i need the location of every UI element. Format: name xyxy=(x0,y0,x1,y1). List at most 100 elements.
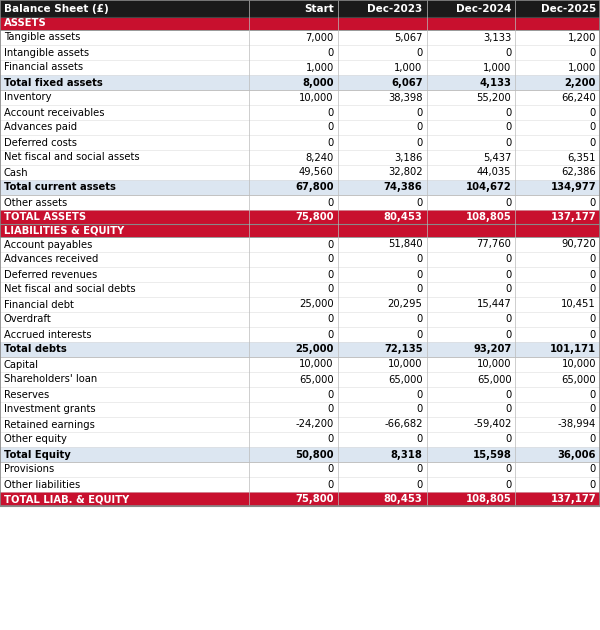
Text: 0: 0 xyxy=(416,479,422,490)
Text: -66,682: -66,682 xyxy=(384,420,422,430)
Text: 0: 0 xyxy=(505,389,511,399)
Bar xyxy=(0,195,600,210)
Text: 0: 0 xyxy=(505,255,511,265)
Text: 80,453: 80,453 xyxy=(384,494,422,504)
Text: 0: 0 xyxy=(590,404,596,415)
Text: 0: 0 xyxy=(328,404,334,415)
Text: Balance Sheet (£): Balance Sheet (£) xyxy=(4,4,109,13)
Text: 32,802: 32,802 xyxy=(388,168,422,178)
Bar xyxy=(0,312,600,327)
Text: 1,000: 1,000 xyxy=(483,62,511,72)
Text: Cash: Cash xyxy=(4,168,29,178)
Bar xyxy=(0,492,600,506)
Text: 20,295: 20,295 xyxy=(388,299,422,309)
Text: Other liabilities: Other liabilities xyxy=(4,479,80,490)
Text: 0: 0 xyxy=(590,479,596,490)
Text: Total debts: Total debts xyxy=(4,345,67,355)
Text: 93,207: 93,207 xyxy=(473,345,511,355)
Bar xyxy=(0,447,600,462)
Text: 3,186: 3,186 xyxy=(394,152,422,163)
Text: 0: 0 xyxy=(328,314,334,324)
Text: Inventory: Inventory xyxy=(4,93,52,103)
Text: 0: 0 xyxy=(416,197,422,207)
Text: 0: 0 xyxy=(328,270,334,280)
Text: 0: 0 xyxy=(416,389,422,399)
Text: 101,171: 101,171 xyxy=(550,345,596,355)
Text: 4,133: 4,133 xyxy=(479,77,511,88)
Bar xyxy=(0,0,600,17)
Bar xyxy=(0,210,600,224)
Text: 0: 0 xyxy=(505,47,511,57)
Text: Provisions: Provisions xyxy=(4,464,54,474)
Bar xyxy=(0,252,600,267)
Text: 0: 0 xyxy=(416,314,422,324)
Text: 8,240: 8,240 xyxy=(305,152,334,163)
Text: Start: Start xyxy=(304,4,334,13)
Text: 65,000: 65,000 xyxy=(477,374,511,384)
Text: 0: 0 xyxy=(590,137,596,147)
Text: 1,000: 1,000 xyxy=(305,62,334,72)
Text: 80,453: 80,453 xyxy=(384,212,422,222)
Text: Dec-2023: Dec-2023 xyxy=(367,4,422,13)
Text: 65,000: 65,000 xyxy=(388,374,422,384)
Bar xyxy=(0,75,600,90)
Text: 0: 0 xyxy=(590,314,596,324)
Text: Retained earnings: Retained earnings xyxy=(4,420,95,430)
Text: 0: 0 xyxy=(416,47,422,57)
Text: 74,386: 74,386 xyxy=(384,183,422,193)
Bar xyxy=(0,60,600,75)
Text: 0: 0 xyxy=(505,404,511,415)
Bar xyxy=(0,135,600,150)
Text: 0: 0 xyxy=(416,464,422,474)
Text: Dec-2024: Dec-2024 xyxy=(456,4,511,13)
Text: 10,451: 10,451 xyxy=(561,299,596,309)
Bar xyxy=(0,165,600,180)
Text: Shareholders' loan: Shareholders' loan xyxy=(4,374,97,384)
Text: 0: 0 xyxy=(590,329,596,340)
Text: 15,447: 15,447 xyxy=(476,299,511,309)
Text: 0: 0 xyxy=(505,137,511,147)
Bar xyxy=(0,282,600,297)
Text: 67,800: 67,800 xyxy=(295,183,334,193)
Bar xyxy=(0,90,600,105)
Text: 0: 0 xyxy=(328,255,334,265)
Text: 0: 0 xyxy=(328,389,334,399)
Text: 0: 0 xyxy=(416,285,422,294)
Text: Net fiscal and social debts: Net fiscal and social debts xyxy=(4,285,136,294)
Bar xyxy=(0,342,600,357)
Bar xyxy=(0,45,600,60)
Text: 1,000: 1,000 xyxy=(568,62,596,72)
Text: 0: 0 xyxy=(328,197,334,207)
Text: 0: 0 xyxy=(328,239,334,249)
Text: 62,386: 62,386 xyxy=(561,168,596,178)
Text: 0: 0 xyxy=(505,314,511,324)
Text: 137,177: 137,177 xyxy=(550,494,596,504)
Text: TOTAL ASSETS: TOTAL ASSETS xyxy=(4,212,86,222)
Text: 75,800: 75,800 xyxy=(295,212,334,222)
Text: Investment grants: Investment grants xyxy=(4,404,95,415)
Text: 15,598: 15,598 xyxy=(473,449,511,459)
Text: Other equity: Other equity xyxy=(4,435,67,445)
Text: 0: 0 xyxy=(416,108,422,118)
Text: 0: 0 xyxy=(590,47,596,57)
Text: 0: 0 xyxy=(590,197,596,207)
Text: 0: 0 xyxy=(590,464,596,474)
Bar xyxy=(0,224,600,237)
Text: 1,200: 1,200 xyxy=(568,33,596,42)
Text: 6,351: 6,351 xyxy=(568,152,596,163)
Text: 0: 0 xyxy=(505,285,511,294)
Text: 0: 0 xyxy=(590,435,596,445)
Text: 5,067: 5,067 xyxy=(394,33,422,42)
Bar xyxy=(0,180,600,195)
Text: 36,006: 36,006 xyxy=(557,449,596,459)
Text: 10,000: 10,000 xyxy=(299,360,334,370)
Text: 0: 0 xyxy=(505,435,511,445)
Text: 0: 0 xyxy=(590,389,596,399)
Bar xyxy=(0,267,600,282)
Text: 0: 0 xyxy=(328,329,334,340)
Text: 55,200: 55,200 xyxy=(476,93,511,103)
Text: 0: 0 xyxy=(505,479,511,490)
Text: 0: 0 xyxy=(505,329,511,340)
Bar xyxy=(0,120,600,135)
Bar xyxy=(0,372,600,387)
